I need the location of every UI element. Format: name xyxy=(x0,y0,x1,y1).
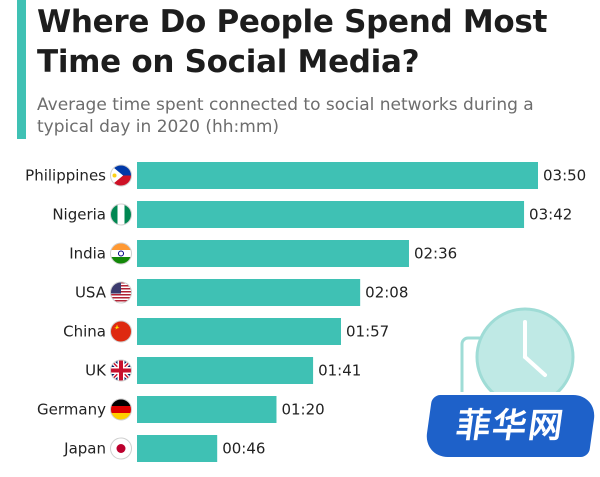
uk-flag-icon-ring xyxy=(110,359,132,382)
nigeria-flag-icon xyxy=(110,203,132,226)
philippines-flag-icon-ring xyxy=(110,164,132,187)
india-flag-icon-ring xyxy=(110,242,132,265)
bar-india xyxy=(137,240,409,267)
value-label-india: 02:36 xyxy=(414,245,457,263)
bar-japan xyxy=(137,435,218,462)
germany-flag-icon xyxy=(110,398,132,421)
category-label-china: China xyxy=(63,323,106,341)
china-flag-icon-ring xyxy=(110,320,132,343)
value-label-philippines: 03:50 xyxy=(543,167,586,185)
category-label-nigeria: Nigeria xyxy=(52,206,106,224)
india-flag-icon xyxy=(110,242,132,265)
germany-flag-icon-ring xyxy=(110,398,132,421)
clock-hand-short xyxy=(523,355,547,377)
watermark-logo: 菲华网 xyxy=(423,395,598,457)
category-label-usa: USA xyxy=(75,284,107,302)
bar-uk xyxy=(137,357,314,384)
value-label-germany: 01:20 xyxy=(281,401,324,419)
chart-subtitle: Average time spent connected to social n… xyxy=(37,95,534,137)
bar-philippines xyxy=(137,162,538,189)
value-label-usa: 02:08 xyxy=(365,284,408,302)
category-label-japan: Japan xyxy=(63,440,106,458)
usa-flag-icon xyxy=(110,281,132,304)
value-label-nigeria: 03:42 xyxy=(529,206,572,224)
category-label-uk: UK xyxy=(85,362,107,380)
bar-china xyxy=(137,318,341,345)
bar-usa xyxy=(137,279,361,306)
usa-flag-icon-ring xyxy=(110,281,132,304)
bar-germany xyxy=(137,396,277,423)
category-label-germany: Germany xyxy=(37,401,106,419)
category-label-india: India xyxy=(69,245,106,263)
value-label-uk: 01:41 xyxy=(318,362,361,380)
accent-bar xyxy=(17,0,26,139)
uk-flag-icon xyxy=(110,359,132,382)
philippines-flag-icon xyxy=(110,164,132,187)
nigeria-flag-icon-ring xyxy=(110,203,132,226)
bar-nigeria xyxy=(137,201,525,228)
chart-title: Where Do People Spend Most Time on Socia… xyxy=(37,4,548,80)
japan-flag-icon-ring xyxy=(110,437,132,460)
value-label-china: 01:57 xyxy=(346,323,389,341)
china-flag-icon xyxy=(110,320,132,343)
value-label-japan: 00:46 xyxy=(222,440,265,458)
category-label-philippines: Philippines xyxy=(25,167,106,185)
japan-flag-icon xyxy=(110,437,132,460)
